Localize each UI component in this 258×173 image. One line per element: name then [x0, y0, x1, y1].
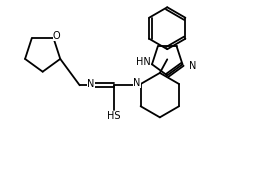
Text: O: O	[53, 31, 60, 41]
Text: N: N	[87, 79, 94, 89]
Text: N: N	[189, 61, 197, 71]
Text: HN: HN	[136, 57, 151, 67]
Text: HS: HS	[107, 111, 121, 121]
Text: N: N	[133, 78, 141, 88]
